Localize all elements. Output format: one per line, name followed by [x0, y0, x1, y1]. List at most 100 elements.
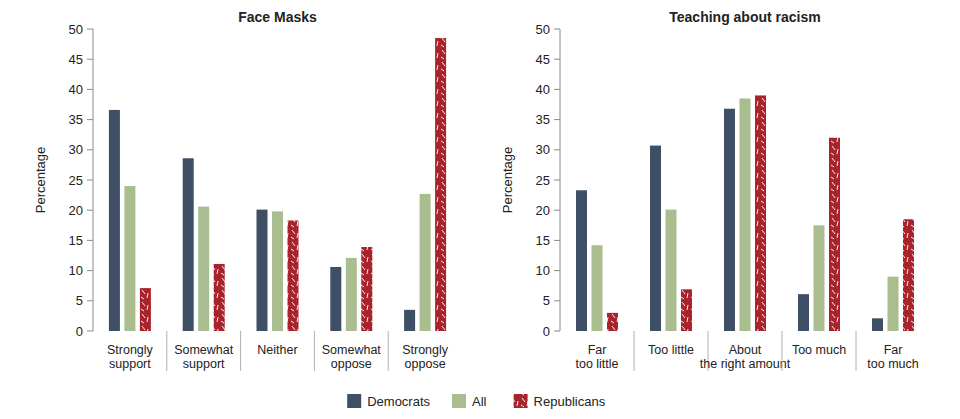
y-tick-label: 5 [76, 293, 83, 308]
y-tick [87, 119, 93, 120]
x-tick-label: Stronglysupport [107, 343, 154, 371]
y-tick-label: 30 [69, 142, 83, 157]
y-tick-label: 50 [69, 22, 83, 37]
bar [330, 267, 341, 331]
y-tick [87, 240, 93, 241]
y-tick-label: 20 [536, 203, 550, 218]
bar [124, 186, 135, 331]
y-tick-label: 10 [69, 263, 83, 278]
bar [288, 220, 299, 331]
legend-label: Republicans [534, 394, 606, 409]
legend-label: All [472, 394, 487, 409]
y-tick [87, 29, 93, 30]
category-separator [634, 331, 635, 371]
y-tick [554, 180, 560, 181]
y-tick [554, 300, 560, 301]
bar [198, 207, 209, 331]
y-tick [554, 29, 560, 30]
y-tick [87, 300, 93, 301]
y-tick-label: 25 [536, 173, 550, 188]
x-tick-label: Stronglyoppose [402, 343, 449, 371]
y-tick-label: 15 [536, 233, 550, 248]
y-tick [554, 240, 560, 241]
bar [724, 109, 735, 331]
bar [183, 158, 194, 331]
y-tick [87, 89, 93, 90]
y-tick [554, 59, 560, 60]
x-tick-label: Aboutthe right amount [700, 343, 791, 371]
y-tick-label: 5 [543, 293, 550, 308]
category-separator [166, 331, 167, 371]
bar [872, 318, 883, 331]
bar [903, 219, 914, 331]
chart: Face MasksPercentage05101520253035404550… [33, 9, 449, 371]
y-tick-label: 30 [536, 142, 550, 157]
bar [346, 258, 357, 331]
bar [404, 310, 415, 331]
bar [420, 194, 431, 331]
x-tick-label: Too much [792, 343, 846, 357]
y-tick [87, 149, 93, 150]
chart-title: Teaching about racism [669, 9, 820, 25]
bar [666, 210, 677, 331]
y-tick [554, 270, 560, 271]
y-tick [87, 180, 93, 181]
y-tick-label: 45 [536, 52, 550, 67]
x-tick-label: Somewhatsupport [174, 343, 234, 371]
y-tick [554, 210, 560, 211]
y-axis-label: Percentage [500, 147, 515, 214]
legend-swatch [347, 394, 361, 408]
chart-canvas: Face Masks Percentage 0 5 10 15 20 25 30 35 40 45 50… [0, 0, 960, 419]
bar [888, 277, 899, 331]
bar [361, 247, 372, 331]
bar [681, 289, 692, 331]
y-tick-label: 35 [69, 112, 83, 127]
bar [798, 294, 809, 331]
x-tick-label: Too little [648, 343, 694, 357]
legend-swatch [514, 394, 528, 408]
y-tick [554, 331, 560, 332]
y-tick [87, 331, 93, 332]
category-separator [240, 331, 241, 371]
y-tick [87, 210, 93, 211]
legend: Democrats All Republicans [347, 394, 605, 409]
bar [755, 95, 766, 331]
y-tick-label: 0 [76, 324, 83, 339]
category-separator [314, 331, 315, 371]
y-tick-label: 10 [536, 263, 550, 278]
y-tick-label: 40 [69, 82, 83, 97]
y-tick [87, 59, 93, 60]
x-tick-label: Somewhatoppose [322, 343, 382, 371]
chart-title: Face Masks [238, 9, 317, 25]
x-tick-label: Neither [257, 343, 297, 357]
bar [592, 245, 603, 331]
bar [214, 264, 225, 331]
y-axis-label: Percentage [33, 147, 48, 214]
y-tick [554, 119, 560, 120]
y-tick [554, 89, 560, 90]
y-tick [554, 149, 560, 150]
bars [576, 95, 914, 331]
y-tick-label: 20 [69, 203, 83, 218]
bar [272, 211, 283, 331]
category-separator [388, 331, 389, 371]
y-tick-label: 45 [69, 52, 83, 67]
bar [829, 138, 840, 331]
bar [814, 225, 825, 331]
legend-label: Democrats [367, 394, 430, 409]
y-tick-label: 15 [69, 233, 83, 248]
x-tick-label: Fartoo much [867, 343, 918, 371]
y-tick-label: 35 [536, 112, 550, 127]
y-tick-label: 50 [536, 22, 550, 37]
y-tick-label: 40 [536, 82, 550, 97]
bar [576, 190, 587, 331]
bar [435, 38, 446, 331]
bar [257, 210, 268, 331]
bars [109, 38, 446, 331]
bar [740, 98, 751, 331]
category-separator [782, 331, 783, 371]
y-tick [87, 270, 93, 271]
chart: Teaching about racismPercentage051015202… [500, 9, 919, 371]
bar [607, 313, 618, 331]
category-separator [856, 331, 857, 371]
